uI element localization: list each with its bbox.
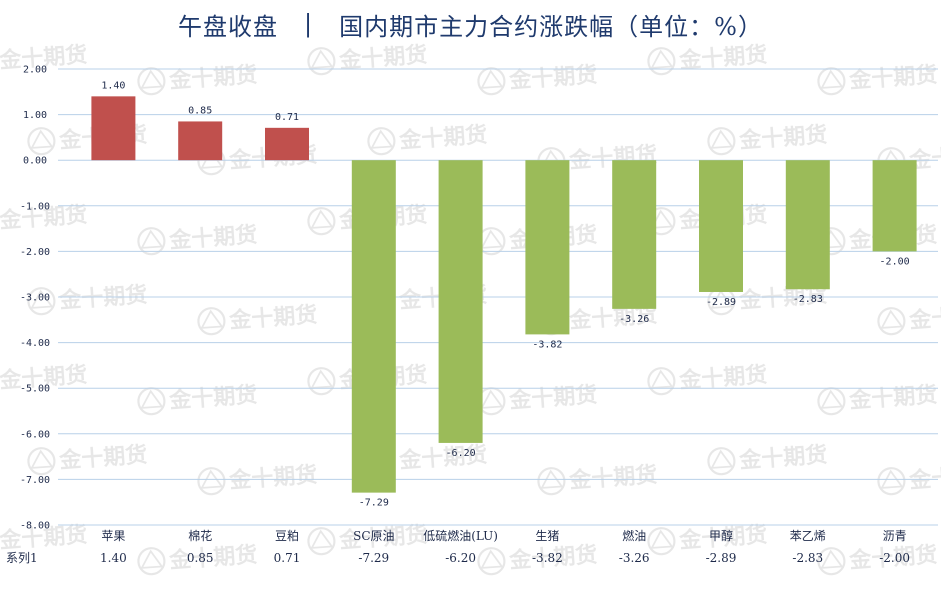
category-label: SC原油 xyxy=(353,529,394,543)
y-tick-label: -6.00 xyxy=(20,429,50,440)
data-label: -3.82 xyxy=(532,339,562,350)
bar xyxy=(699,160,743,292)
y-tick-label: 1.00 xyxy=(23,110,47,121)
y-tick-label: -5.00 xyxy=(20,384,50,395)
table-cell: -2.89 xyxy=(706,551,737,565)
bar xyxy=(785,160,830,290)
category-label: 低硫燃油(LU) xyxy=(423,528,498,543)
bar xyxy=(91,96,136,161)
category-label: 豆粕 xyxy=(275,528,299,543)
category-label: 甲醇 xyxy=(709,528,733,543)
bar xyxy=(265,127,309,161)
bar xyxy=(438,160,483,443)
title-right: 国内期市主力合约涨跌幅（单位：%） xyxy=(339,12,763,41)
data-label: -2.00 xyxy=(880,256,910,267)
chart-title: 午盘收盘 | 国内期市主力合约涨跌幅（单位：%） xyxy=(0,4,941,44)
bar xyxy=(178,121,223,161)
category-labels: 苹果 棉花 豆粕 SC原油 低硫燃油(LU) 生猪 燃油 甲醇 苯乙烯 沥青 xyxy=(101,528,906,543)
data-label: -6.20 xyxy=(446,448,476,459)
data-label: -3.26 xyxy=(619,314,649,325)
y-tick-label: 0.00 xyxy=(23,156,47,167)
category-label: 生猪 xyxy=(535,529,559,543)
category-label: 苹果 xyxy=(101,529,125,543)
category-label: 燃油 xyxy=(622,528,646,543)
y-tick-label: -4.00 xyxy=(20,338,50,349)
y-tick-label: -1.00 xyxy=(20,201,50,212)
table-cell: 1.40 xyxy=(100,551,127,565)
category-label: 棉花 xyxy=(188,528,212,543)
bar xyxy=(525,160,570,335)
bar xyxy=(872,160,917,252)
y-axis-ticks: 2.00 1.00 0.00 -1.00 -2.00 -3.00 -4.00 -5.00 -6.… xyxy=(20,65,50,532)
y-tick-label: 2.00 xyxy=(23,65,47,76)
data-labels: 1.40 0.85 0.71 -7.29 -6.20 -3.82 -3.26 -2.89 -2.… xyxy=(101,80,909,508)
category-label: 沥青 xyxy=(883,529,907,543)
table-cell: 0.71 xyxy=(274,551,301,565)
data-label: 0.71 xyxy=(275,112,299,123)
y-tick-label: -3.00 xyxy=(20,293,50,304)
y-tick-label: -7.00 xyxy=(20,475,50,486)
bars xyxy=(91,96,917,493)
category-label: 苯乙烯 xyxy=(790,529,826,543)
table-cell: 0.85 xyxy=(187,551,214,565)
data-label: -7.29 xyxy=(359,498,389,509)
bar xyxy=(351,160,396,493)
table-series-name: 系列1 xyxy=(6,551,38,565)
table-cell: -7.29 xyxy=(358,551,389,565)
bar xyxy=(612,160,657,309)
y-tick-label: -8.00 xyxy=(20,521,50,532)
data-table: 系列1 1.40 0.85 0.71 -7.29 -6.20 -3.82 -3.26 -2.89… xyxy=(6,551,910,565)
data-label: -2.89 xyxy=(706,297,736,308)
title-left: 午盘收盘 xyxy=(178,12,279,41)
table-cell: -3.82 xyxy=(532,551,563,565)
table-cell: -6.20 xyxy=(445,551,476,565)
table-cell: -2.00 xyxy=(879,551,910,565)
table-cell: -3.26 xyxy=(619,551,650,565)
title-separator: | xyxy=(304,10,314,38)
table-cell: -2.83 xyxy=(792,551,823,565)
data-label: 0.85 xyxy=(188,105,212,116)
data-label: -2.83 xyxy=(793,294,823,305)
y-tick-label: -2.00 xyxy=(20,247,50,258)
data-label: 1.40 xyxy=(101,80,125,91)
